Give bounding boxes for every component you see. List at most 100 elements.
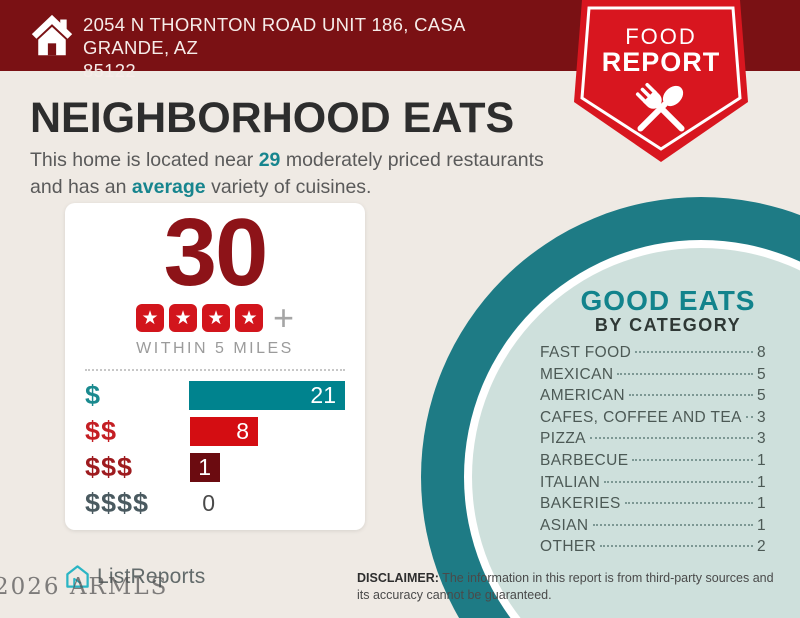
listreports-logo-text: ListReports [97,564,206,588]
category-row: BARBECUE 1 [540,452,766,474]
price-level-row: $$ 8 [85,416,345,446]
mls-watermark: 2026 ARMLS [0,574,169,600]
category-label: AMERICAN [540,387,626,405]
category-label: BAKERIES [540,495,621,513]
page-subtitle: This home is located near 29 moderately … [30,147,575,201]
disclaimer-text: DISCLAIMER: The information in this repo… [357,570,775,604]
category-row: FAST FOOD 8 [540,344,766,366]
dotted-leader [632,458,753,461]
disclaimer-body: The information in this report is from t… [357,571,774,602]
dotted-leader [745,415,753,418]
price-bar-zone: 21 [189,381,345,410]
category-row: OTHER 2 [540,538,766,560]
dotted-leader [600,545,753,548]
category-count: 3 [756,408,766,426]
dotted-leader [617,372,753,375]
price-bar-value: 21 [310,382,336,408]
restaurant-count-highlight: 29 [258,149,281,171]
category-label: MEXICAN [540,365,614,383]
listreports-logo: ListReports [64,563,205,590]
category-label: ASIAN [540,516,589,534]
dotted-leader [624,502,753,505]
food-report-badge: FOOD REPORT [574,0,748,164]
category-count: 1 [756,451,766,469]
category-label: ITALIAN [540,473,601,491]
plus-sign: + [272,297,295,338]
rating-stars-row: ★ ★ ★ ★ + [65,297,365,338]
category-row: CAFES, COFFEE AND TEA 3 [540,409,766,431]
price-bar: 21 [189,381,345,410]
price-bar-value: 1 [198,454,211,480]
star-icon: ★ [168,304,197,332]
star-icon: ★ [135,304,164,332]
price-bar-value: 0 [202,490,215,516]
price-level-label: $$$ [85,452,134,482]
address-line-2: 85122 [83,60,136,82]
price-bar: 0 [190,489,224,518]
restaurant-summary-card: 30 ★ ★ ★ ★ + WITHIN 5 MILES $ 21 $$ [65,203,365,530]
star-icon: ★ [201,304,230,332]
badge-pennant-shape [574,0,748,162]
price-bar-zone: 0 [190,489,345,518]
subtitle-text-2: moderately priced restaurants and has an [30,149,544,198]
subtitle-text-3: variety of cuisines. [205,175,372,198]
category-count: 8 [756,344,766,361]
category-row: MEXICAN 5 [540,366,766,388]
home-icon-door [47,43,57,56]
category-count: 5 [756,387,766,405]
category-count: 1 [756,495,766,513]
subtitle-text-1: This home is located near [30,149,259,171]
price-level-chart: $ 21 $$ 8 [85,380,345,525]
category-row: BAKERIES 1 [540,495,766,517]
category-label: CAFES, COFFEE AND TEA [540,408,742,426]
crossed-utensils-icon [635,82,685,132]
price-bar-zone: 1 [190,453,345,482]
good-eats-title: GOOD EATS [580,285,756,316]
dotted-leader [635,351,753,353]
price-bar-zone: 8 [190,417,345,446]
category-list: FAST FOOD 8 MEXICAN 5 AMERICAN 5 CAFES, … [540,344,766,560]
badge-title-line2: REPORT [601,47,721,77]
price-level-row: $$$ 1 [85,452,345,482]
good-eats-circle-white-ring [464,240,800,618]
category-row: AMERICAN 5 [540,387,766,409]
category-count: 1 [756,473,766,491]
price-bar-value: 8 [236,418,249,444]
category-label: OTHER [540,538,597,556]
price-level-label: $ [85,380,102,410]
price-bar: 1 [190,453,220,482]
listreports-house-icon [66,565,89,588]
good-eats-subtitle: BY CATEGORY [594,315,742,335]
badge-title-line1: FOOD [625,24,697,49]
radius-caption: WITHIN 5 MILES [136,340,294,357]
disclaimer-label: DISCLAIMER: [357,571,439,585]
price-level-row: $$$$ 0 [85,488,345,518]
category-row: ASIAN 1 [540,517,766,539]
category-row: ITALIAN 1 [540,474,766,496]
category-label: PIZZA [540,430,586,448]
category-label: FAST FOOD [540,344,632,361]
page-title: NEIGHBORHOOD EATS [30,94,515,142]
star-icon: ★ [234,304,263,332]
price-level-label: $$$$ [85,488,150,518]
category-label: BARBECUE [540,451,629,469]
category-count: 2 [756,538,766,556]
price-level-label: $$ [85,416,118,446]
property-address: 2054 N THORNTON ROAD UNIT 186, CASA GRAN… [83,13,553,82]
card-divider [85,369,345,371]
price-bar: 8 [190,417,258,446]
home-icon [31,14,73,56]
dotted-leader [592,523,753,526]
category-row: PIZZA 3 [540,430,766,452]
address-line-1: 2054 N THORNTON ROAD UNIT 186, CASA GRAN… [83,14,465,59]
price-level-row: $ 21 [85,380,345,410]
restaurant-total-count: 30 [163,199,269,306]
dotted-leader [604,480,753,483]
category-count: 3 [756,430,766,448]
dotted-leader [589,437,753,440]
category-count: 5 [756,365,766,383]
dotted-leader [629,394,753,397]
variety-highlight: average [131,175,206,198]
category-count: 1 [756,516,766,534]
